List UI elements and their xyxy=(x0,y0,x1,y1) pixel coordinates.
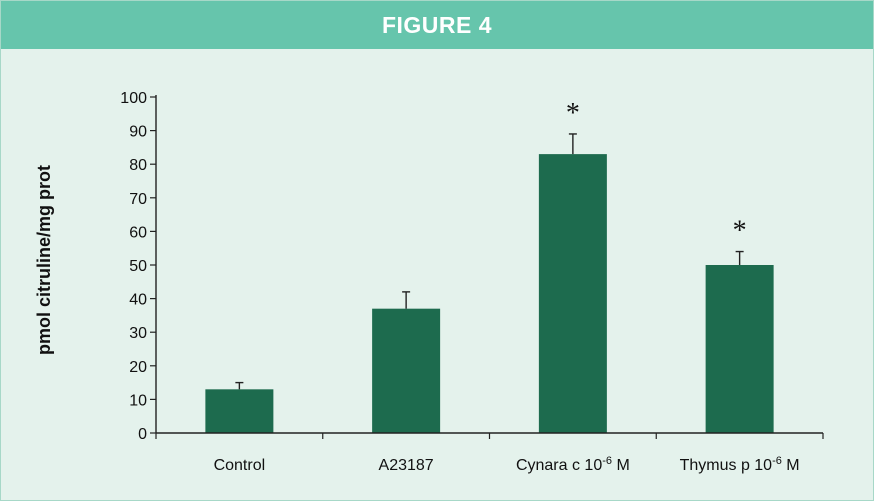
bar xyxy=(705,265,774,433)
bars xyxy=(205,154,774,433)
figure-header: FIGURE 4 xyxy=(1,1,873,49)
axes xyxy=(155,95,824,439)
y-axis-ticks: 0 10 20 30 40 50 60 70 80 90 100 xyxy=(120,90,156,443)
y-tick-label: 60 xyxy=(129,224,147,241)
significance-marker: * xyxy=(733,216,747,247)
y-tick-label: 50 xyxy=(129,258,147,275)
x-tick-label: Thymus p 10-6 M xyxy=(680,455,800,474)
error-bars xyxy=(235,133,744,390)
figure-title: FIGURE 4 xyxy=(381,11,493,38)
x-tick-label: Control xyxy=(214,457,266,474)
bar xyxy=(538,154,607,433)
y-tick-label: 0 xyxy=(138,426,147,443)
bar xyxy=(372,308,441,433)
significance-markers: ** xyxy=(566,98,747,247)
y-tick-label: 100 xyxy=(120,90,147,107)
x-axis-labels: Control A23187 Cynara c 10-6 M Thymus p 10-… xyxy=(214,455,800,474)
y-tick-label: 80 xyxy=(129,157,147,174)
bar-chart: pmol citruline/mg prot 0 10 20 30 40 50 60 70 80… xyxy=(1,49,873,502)
significance-marker: * xyxy=(566,98,580,129)
y-tick-label: 40 xyxy=(129,292,147,309)
y-tick-label: 10 xyxy=(129,392,147,409)
x-tick-label: A23187 xyxy=(379,457,434,474)
x-tick-label: Cynara c 10-6 M xyxy=(516,455,630,474)
y-tick-label: 90 xyxy=(129,124,147,141)
bar xyxy=(205,389,274,433)
y-tick-label: 20 xyxy=(129,359,147,376)
y-tick-label: 30 xyxy=(129,325,147,342)
y-tick-label: 70 xyxy=(129,191,147,208)
